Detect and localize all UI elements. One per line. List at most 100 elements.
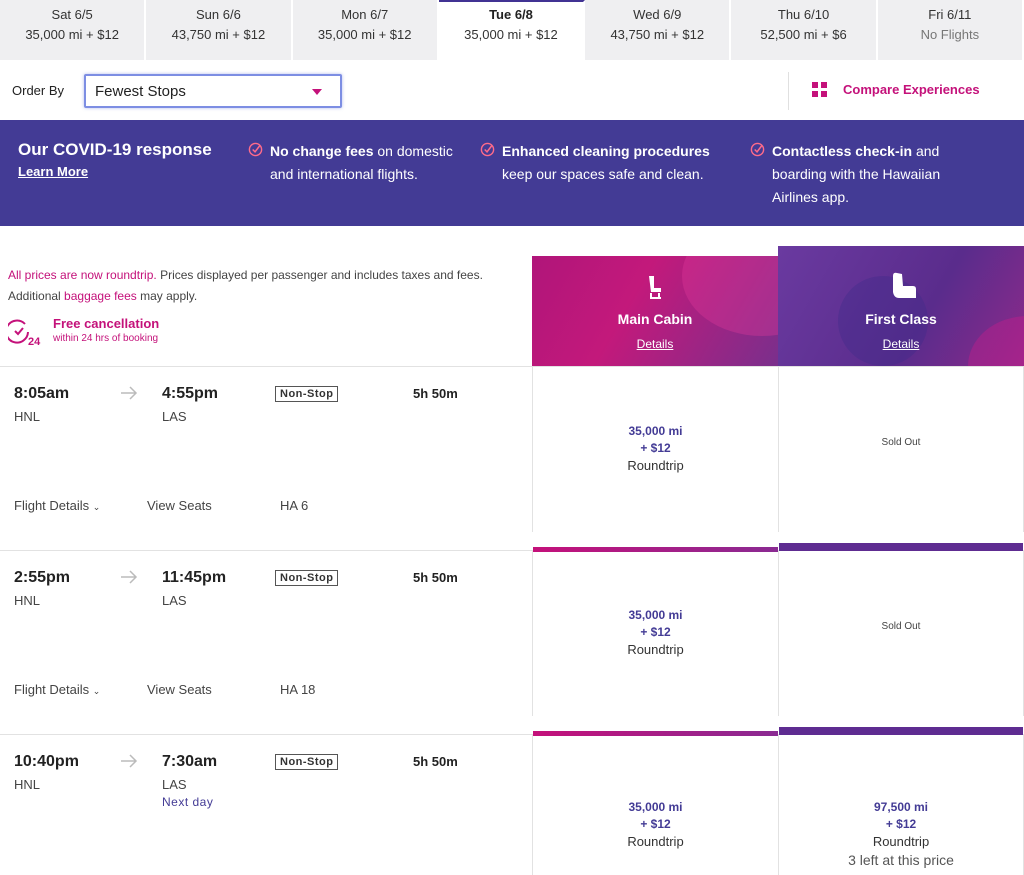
cabin-details-link[interactable]: Details bbox=[636, 337, 674, 351]
view-seats-link[interactable]: View Seats bbox=[147, 498, 212, 513]
fare-accent-bar bbox=[533, 547, 778, 552]
date-tab-day: Wed 6/9 bbox=[633, 7, 682, 22]
fare-fee: + $12 bbox=[640, 625, 671, 639]
arrival-time: 11:45pm bbox=[162, 569, 227, 586]
stops-badge: Non-Stop bbox=[275, 386, 339, 402]
date-tab-fri[interactable]: Fri 6/11 No Flights bbox=[877, 0, 1024, 60]
order-by-label: Order By bbox=[12, 83, 65, 98]
grid-icon bbox=[812, 82, 827, 97]
order-by-select[interactable]: Fewest Stops bbox=[84, 74, 342, 108]
flight-row: 10:40pm HNL 7:30am LAS Next day Non-Stop… bbox=[0, 727, 1024, 875]
cabin-details-link[interactable]: Details bbox=[882, 337, 920, 351]
flight-duration: 5h 50m bbox=[413, 754, 458, 769]
fare-main-cabin[interactable]: 35,000 mi + $12 Roundtrip bbox=[532, 367, 778, 532]
seat-icon bbox=[893, 272, 916, 298]
date-tab-day: Tue 6/8 bbox=[489, 7, 533, 22]
date-tab-price: 52,500 mi + $6 bbox=[760, 27, 847, 42]
date-tab-wed[interactable]: Wed 6/9 43,750 mi + $12 bbox=[585, 0, 732, 60]
compare-experiences-link[interactable]: Compare Experiences bbox=[812, 82, 980, 97]
flight-number: HA 18 bbox=[280, 682, 316, 697]
fare-first-class: Sold Out bbox=[778, 543, 1024, 716]
fare-fee: + $12 bbox=[640, 817, 671, 831]
flight-info: 2:55pm HNL 11:45pm LAS Non-Stop 5h 50m F… bbox=[0, 551, 532, 716]
date-tab-price: 43,750 mi + $12 bbox=[610, 27, 705, 42]
fare-accent-bar bbox=[533, 731, 778, 736]
arrow-right-icon bbox=[121, 754, 138, 768]
fare-first-class[interactable]: 97,500 mi + $12 Roundtrip 3 left at this… bbox=[778, 727, 1024, 875]
fare-main-cabin[interactable]: 35,000 mi + $12 Roundtrip bbox=[532, 547, 778, 716]
check-circle-icon bbox=[750, 142, 765, 157]
covid-item-text: on domestic and international flights. bbox=[270, 143, 453, 182]
date-tab-thu[interactable]: Thu 6/10 52,500 mi + $6 bbox=[731, 0, 878, 60]
pricing-note-line2: Additional baggage fees may apply. bbox=[8, 289, 197, 303]
cabin-header-first: First Class Details bbox=[778, 246, 1024, 366]
chevron-down-icon: ⌄ bbox=[92, 502, 101, 512]
fare-miles: 35,000 mi bbox=[628, 608, 683, 622]
covid-item-contactless: Contactless check-in and boarding with t… bbox=[750, 140, 982, 209]
date-tab-sun[interactable]: Sun 6/6 43,750 mi + $12 bbox=[146, 0, 293, 60]
fare-type: Roundtrip bbox=[872, 834, 930, 849]
date-tab-day: Thu 6/10 bbox=[777, 7, 830, 22]
seat-icon bbox=[649, 276, 661, 299]
pricing-note-line1: All prices are now roundtrip. Prices dis… bbox=[8, 268, 483, 282]
flight-details-link[interactable]: Flight Details ⌄ bbox=[14, 498, 100, 513]
flight-row: 2:55pm HNL 11:45pm LAS Non-Stop 5h 50m F… bbox=[0, 543, 1024, 716]
pricing-note-text: Prices displayed per passenger and inclu… bbox=[156, 268, 483, 282]
fare-type: Roundtrip bbox=[627, 834, 684, 849]
fare-type: Roundtrip bbox=[627, 642, 684, 657]
arrival-time: 4:55pm bbox=[162, 385, 219, 402]
seats-left-label: 3 left at this price bbox=[848, 852, 954, 868]
covid-item-bold: Enhanced cleaning procedures bbox=[502, 143, 710, 159]
pricing-info: All prices are now roundtrip. Prices dis… bbox=[0, 256, 530, 366]
order-by-value: Fewest Stops bbox=[95, 83, 186, 100]
clock-24-icon: 24 bbox=[8, 319, 41, 346]
view-seats-link[interactable]: View Seats bbox=[147, 682, 212, 697]
date-tab-mon[interactable]: Mon 6/7 35,000 mi + $12 bbox=[292, 0, 439, 60]
covid-banner: Our COVID-19 response Learn More No chan… bbox=[0, 120, 1024, 226]
fare-content: 35,000 mi + $12 Roundtrip bbox=[533, 424, 778, 473]
date-tab-day: Mon 6/7 bbox=[341, 7, 389, 22]
flight-details-link[interactable]: Flight Details ⌄ bbox=[14, 682, 100, 697]
sold-out-label: Sold Out bbox=[881, 437, 921, 448]
next-day-label: Next day bbox=[162, 795, 214, 809]
roundtrip-link[interactable]: All prices are now roundtrip. bbox=[8, 268, 157, 282]
flight-row: 8:05am HNL 4:55pm LAS Non-Stop 5h 50m Fl… bbox=[0, 366, 1024, 532]
flight-number: HA 6 bbox=[280, 498, 309, 513]
date-tabs: Sat 6/5 35,000 mi + $12 Sun 6/6 43,750 mi … bbox=[0, 0, 1024, 60]
covid-item-cleaning: Enhanced cleaning procedures keep our sp… bbox=[480, 140, 738, 186]
date-tab-tue-selected[interactable]: Tue 6/8 35,000 mi + $12 bbox=[438, 0, 586, 60]
date-tab-price: 35,000 mi + $12 bbox=[464, 27, 558, 42]
divider bbox=[788, 72, 789, 110]
flight-info: 8:05am HNL 4:55pm LAS Non-Stop 5h 50m Fl… bbox=[0, 367, 532, 532]
date-tab-price: 43,750 mi + $12 bbox=[171, 27, 266, 42]
date-tab-day: Fri 6/11 bbox=[928, 7, 972, 22]
flight-details-label: Flight Details bbox=[14, 498, 90, 513]
departure-airport: HNL bbox=[14, 409, 41, 424]
stops-badge: Non-Stop bbox=[275, 570, 339, 586]
departure-time: 10:40pm bbox=[14, 753, 79, 770]
flight-duration: 5h 50m bbox=[413, 386, 458, 401]
baggage-fees-link[interactable]: baggage fees bbox=[64, 289, 137, 303]
fare-content: 35,000 mi + $12 Roundtrip bbox=[533, 608, 778, 657]
fare-miles: 35,000 mi bbox=[628, 800, 683, 814]
clock-24-number: 24 bbox=[28, 336, 41, 346]
flight-details-label: Flight Details bbox=[14, 682, 90, 697]
covid-item-text: and boarding with the Hawaiian Airlines … bbox=[772, 143, 941, 205]
fare-accent-bar bbox=[779, 543, 1023, 551]
date-tab-price: No Flights bbox=[920, 27, 980, 42]
compare-experiences-label: Compare Experiences bbox=[843, 82, 980, 97]
fare-type: Roundtrip bbox=[627, 458, 684, 473]
departure-airport: HNL bbox=[14, 777, 41, 792]
fare-fee: + $12 bbox=[885, 817, 917, 831]
departure-airport: HNL bbox=[14, 593, 41, 608]
arrival-airport: LAS bbox=[162, 409, 187, 424]
date-tab-day: Sun 6/6 bbox=[196, 7, 241, 22]
date-tab-sat[interactable]: Sat 6/5 35,000 mi + $12 bbox=[0, 0, 147, 60]
chevron-down-icon bbox=[312, 89, 322, 95]
learn-more-link[interactable]: Learn More bbox=[18, 164, 89, 179]
cabin-name: Main Cabin bbox=[617, 311, 693, 327]
pricing-note-text: Additional bbox=[8, 289, 65, 303]
date-tab-price: 35,000 mi + $12 bbox=[317, 27, 412, 42]
fare-main-cabin[interactable]: 35,000 mi + $12 Roundtrip bbox=[532, 731, 778, 875]
fare-miles: 35,000 mi bbox=[628, 424, 683, 438]
